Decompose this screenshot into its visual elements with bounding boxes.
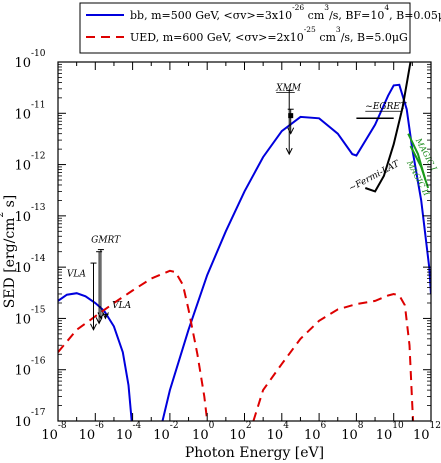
y-tick-label: 10-11 [14,100,45,122]
fermi-lat-line [364,62,412,193]
annotation-2: VLA [112,301,131,311]
legend-entry-0: bb, m=500 GeV, <σv>=3x10-26 cm3/s, BF=10… [130,3,441,23]
x-tick-label: 10-2 [153,421,178,443]
x-tick-label: 106 [304,421,327,443]
annotation-0: VLA [67,270,86,280]
series-line-0 [58,292,133,421]
series-line-1 [161,83,431,421]
upper-limit-3 [101,312,109,320]
upper-limit-5 [287,108,295,135]
legend-entry-1: UED, m=600 GeV, <σv>=2x10-25 cm3/s, B=5.… [130,25,408,45]
axes: 10-8 10-6 10-4 10-2 100 102 104 106 108 1010 1012 1… [14,49,441,443]
x-tick-label: 1010 [376,421,404,443]
legend-box [79,2,411,54]
series-line-2 [58,269,209,421]
annotation-5: ~Fermi-LAT [347,159,401,194]
annotation-4: ~EGRET [365,102,407,112]
y-axis-label: SED [erg/cm2 s] [0,195,18,309]
x-tick-label: 10-8 [41,421,67,443]
upper-limit-0 [90,262,97,331]
x-tick-label: 10-6 [79,421,105,443]
x-tick-label: 102 [229,421,251,443]
x-tick-label: 104 [267,421,290,443]
y-tick-label: 10-17 [14,408,45,430]
series-line-3 [252,292,415,421]
y-tick-label: 10-10 [14,49,45,71]
x-tick-label: 108 [341,421,364,443]
y-tick-label: 10-14 [14,254,45,276]
y-tick-label: 10-16 [14,357,45,379]
upper-limit-4 [285,89,293,156]
legend: bb, m=500 GeV, <σv>=3x10-26 cm3/s, BF=10… [79,2,441,54]
annotation-3: XMM [275,83,302,93]
annotation-1: GMRT [91,236,121,246]
y-tick-label: 10-15 [14,305,45,327]
xmm-data-point [288,113,294,119]
x-tick-label: 10-4 [116,421,142,443]
y-tick-label: 10-13 [14,203,45,225]
x-tick-label: 100 [192,421,215,443]
y-tick-label: 10-12 [14,152,45,174]
x-axis-label: Photon Energy [eV] [185,445,324,461]
x-tick-label: 1012 [413,421,441,443]
magic-line-1 [409,145,430,189]
